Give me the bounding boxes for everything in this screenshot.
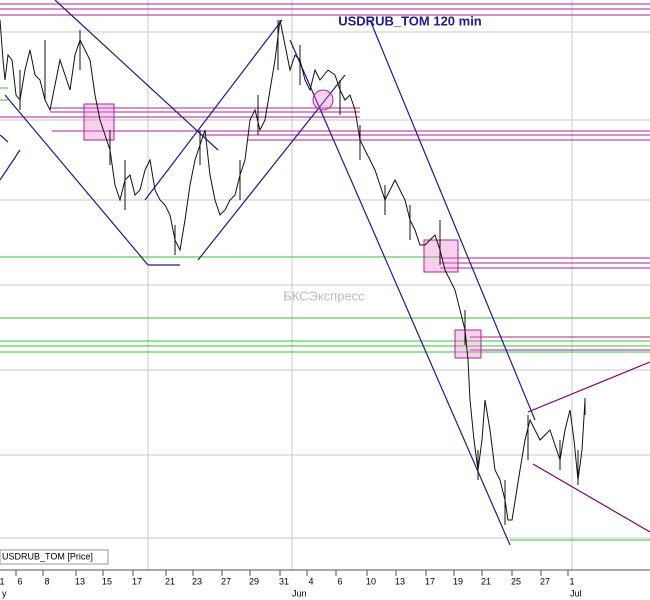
grid bbox=[0, 0, 650, 570]
highlight-boxes bbox=[83, 89, 482, 359]
month-label: y bbox=[2, 588, 7, 598]
x-tick-label: 10 bbox=[366, 576, 376, 586]
month-label: Jul bbox=[570, 588, 582, 598]
price-ticks bbox=[19, 20, 586, 525]
level-lines bbox=[0, 3, 650, 541]
x-tick-label: 15 bbox=[102, 576, 112, 586]
x-tick-label: 25 bbox=[511, 576, 521, 586]
x-tick-label: 1 bbox=[569, 576, 574, 586]
trend-channels bbox=[0, 0, 650, 546]
month-label: Jun bbox=[292, 588, 307, 598]
x-axis: 1 6 8 13 15 17 21 23 27 29 31 4 6 10 13 17 19 21 25 27 1 y Jun… bbox=[0, 570, 582, 598]
x-tick-label: 1 bbox=[0, 576, 5, 586]
watermark: БКСЭкспресс bbox=[283, 288, 365, 303]
chart-title: USDRUB_TOM 120 min bbox=[338, 13, 482, 28]
x-tick-label: 27 bbox=[221, 576, 231, 586]
x-tick-label: 13 bbox=[395, 576, 405, 586]
x-tick-label: 4 bbox=[308, 576, 313, 586]
x-tick-label: 6 bbox=[17, 576, 22, 586]
x-tick-label: 23 bbox=[192, 576, 202, 586]
legend: USDRUB_TOM [Price] bbox=[0, 549, 109, 565]
x-tick-label: 21 bbox=[165, 576, 175, 586]
legend-label: USDRUB_TOM [Price] bbox=[2, 551, 93, 561]
x-tick-label: 17 bbox=[425, 576, 435, 586]
x-tick-label: 29 bbox=[249, 576, 259, 586]
x-tick-label: 6 bbox=[337, 576, 342, 586]
x-tick-label: 31 bbox=[279, 576, 289, 586]
x-tick-label: 8 bbox=[44, 576, 49, 586]
price-bars bbox=[0, 19, 586, 521]
x-tick-label: 21 bbox=[481, 576, 491, 586]
x-tick-label: 27 bbox=[540, 576, 550, 586]
x-tick-label: 13 bbox=[75, 576, 85, 586]
x-tick-label: 19 bbox=[453, 576, 463, 586]
x-tick-label: 17 bbox=[132, 576, 142, 586]
